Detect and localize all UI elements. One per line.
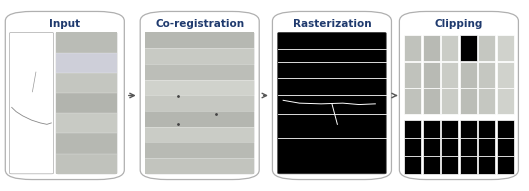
Bar — [145, 80, 254, 95]
Bar — [460, 156, 477, 174]
Bar — [404, 62, 421, 88]
Bar — [460, 88, 477, 114]
Bar — [441, 120, 458, 138]
FancyBboxPatch shape — [56, 32, 117, 174]
Bar — [478, 88, 495, 114]
Bar — [478, 120, 495, 138]
FancyBboxPatch shape — [145, 32, 254, 174]
Bar — [404, 138, 421, 156]
Bar — [145, 142, 254, 158]
Bar — [460, 62, 477, 88]
Bar — [56, 32, 117, 53]
Bar — [56, 113, 117, 134]
Bar — [56, 134, 117, 154]
FancyBboxPatch shape — [272, 11, 391, 180]
Bar — [497, 88, 514, 114]
Bar — [478, 62, 495, 88]
Text: Rasterization: Rasterization — [293, 19, 371, 29]
Bar — [145, 158, 254, 174]
Text: Co-registration: Co-registration — [155, 19, 244, 29]
Bar — [441, 156, 458, 174]
FancyBboxPatch shape — [10, 32, 53, 174]
Bar — [441, 88, 458, 114]
Bar — [460, 138, 477, 156]
Bar — [56, 73, 117, 93]
Bar — [478, 138, 495, 156]
Bar — [56, 53, 117, 73]
Bar — [145, 32, 254, 48]
FancyBboxPatch shape — [140, 11, 259, 180]
Bar — [423, 138, 440, 156]
Bar — [404, 35, 421, 61]
Bar — [478, 35, 495, 61]
Bar — [423, 156, 440, 174]
Bar — [460, 120, 477, 138]
Bar — [497, 138, 514, 156]
Bar — [145, 111, 254, 127]
Bar — [145, 64, 254, 80]
Text: Input: Input — [49, 19, 80, 29]
Bar — [145, 95, 254, 111]
Bar — [497, 62, 514, 88]
Bar — [56, 93, 117, 113]
Bar — [441, 138, 458, 156]
FancyBboxPatch shape — [399, 11, 518, 180]
Bar — [423, 62, 440, 88]
Bar — [497, 156, 514, 174]
FancyBboxPatch shape — [5, 11, 124, 180]
Bar — [145, 127, 254, 142]
Bar — [423, 35, 440, 61]
Bar — [441, 62, 458, 88]
Bar — [404, 120, 421, 138]
Text: Clipping: Clipping — [435, 19, 483, 29]
FancyBboxPatch shape — [278, 32, 386, 174]
Bar — [441, 35, 458, 61]
Bar — [404, 156, 421, 174]
Bar — [404, 88, 421, 114]
Bar — [497, 35, 514, 61]
Bar — [423, 88, 440, 114]
Bar — [423, 120, 440, 138]
Bar — [478, 156, 495, 174]
Bar — [460, 35, 477, 61]
Bar — [497, 120, 514, 138]
Bar — [56, 154, 117, 174]
Bar — [145, 48, 254, 64]
